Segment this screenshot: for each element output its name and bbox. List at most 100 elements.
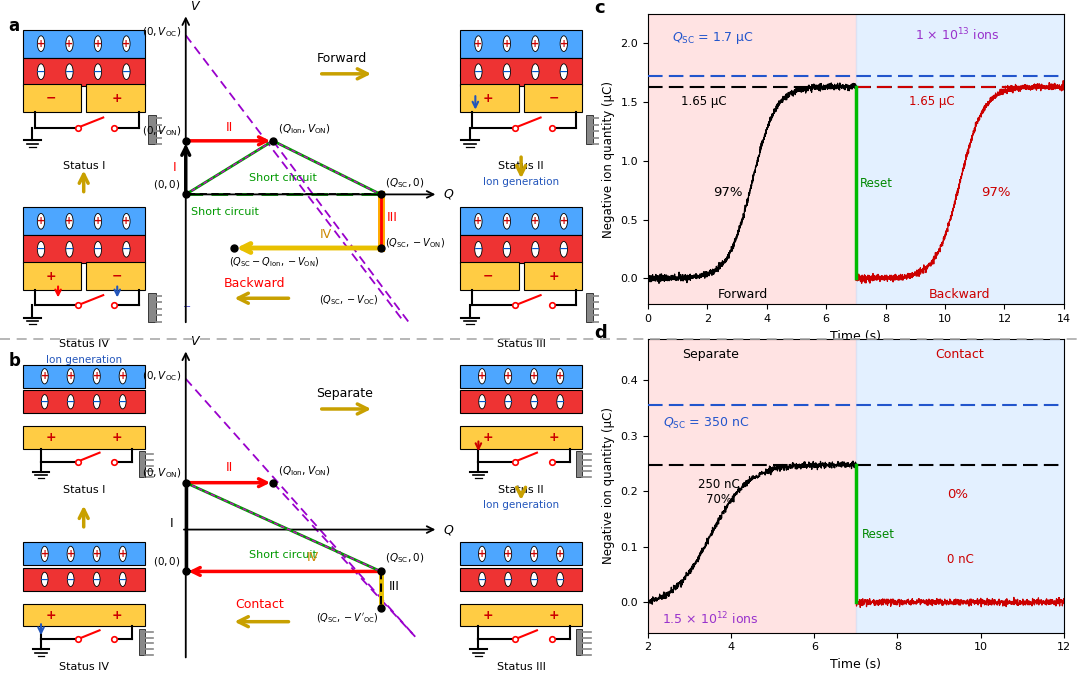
Circle shape (66, 36, 73, 51)
Text: +: + (549, 269, 559, 282)
Text: +: + (503, 38, 511, 49)
Text: $(0, 0)$: $(0, 0)$ (153, 179, 181, 192)
Text: Status I: Status I (63, 161, 105, 171)
Bar (23, 568, 145, 591)
Bar (460, 542, 582, 566)
Text: −: − (118, 397, 127, 407)
Bar (23, 603, 145, 627)
Text: $(Q_{\mathrm{SC}}, -V'_{\mathrm{OC}})$: $(Q_{\mathrm{SC}}, -V'_{\mathrm{OC}})$ (315, 612, 378, 625)
Circle shape (531, 213, 539, 229)
Bar (86, 84, 145, 112)
Text: $V$: $V$ (190, 0, 202, 13)
Circle shape (172, 295, 174, 302)
Text: −: − (529, 397, 539, 407)
Circle shape (475, 213, 482, 229)
Circle shape (41, 573, 48, 586)
Text: −: − (474, 244, 483, 254)
Bar (86, 262, 145, 290)
Bar (23, 207, 145, 235)
X-axis label: Time (s): Time (s) (831, 658, 881, 671)
Circle shape (531, 36, 539, 51)
Text: 250 nC: 250 nC (698, 478, 740, 491)
Circle shape (561, 64, 567, 79)
Bar (648, 339, 855, 633)
Circle shape (475, 64, 482, 79)
Circle shape (119, 369, 126, 384)
Text: Reset: Reset (861, 176, 893, 189)
Text: Separate: Separate (316, 387, 374, 400)
Text: Short circuit: Short circuit (191, 207, 259, 217)
Text: −: − (530, 244, 540, 254)
Text: Ion generation: Ion generation (45, 355, 122, 365)
Text: +: + (67, 371, 75, 381)
Text: 97%: 97% (714, 186, 743, 199)
Text: −: − (184, 302, 191, 312)
Circle shape (41, 395, 48, 409)
Text: −: − (37, 66, 45, 77)
Circle shape (120, 395, 126, 409)
Text: Ion generation: Ion generation (483, 500, 559, 510)
Text: −: − (92, 575, 102, 584)
Y-axis label: Negative ion quantity (μC): Negative ion quantity (μC) (602, 81, 615, 237)
Text: III: III (389, 580, 400, 593)
Bar (460, 568, 582, 591)
Text: −: − (93, 244, 103, 254)
Text: a: a (9, 17, 19, 35)
Bar (856, 339, 1064, 633)
Bar (460, 84, 518, 112)
Text: +: + (556, 549, 564, 559)
Circle shape (67, 369, 75, 384)
Bar (23, 262, 81, 290)
Circle shape (119, 547, 126, 562)
Text: +: + (37, 216, 45, 226)
Text: $(0, 0)$: $(0, 0)$ (153, 555, 181, 568)
Bar (138, 451, 145, 477)
Text: 0%: 0% (947, 488, 969, 501)
Bar (460, 365, 582, 388)
Bar (23, 235, 145, 263)
Text: +: + (531, 216, 539, 226)
Circle shape (556, 547, 564, 562)
Circle shape (530, 369, 538, 384)
Bar (648, 14, 855, 304)
Text: −: − (122, 66, 131, 77)
Circle shape (478, 395, 485, 409)
Text: +: + (119, 371, 126, 381)
Text: −: − (40, 575, 50, 584)
Text: IV: IV (320, 228, 333, 241)
Bar (460, 207, 582, 235)
Text: Status IV: Status IV (58, 662, 109, 672)
Text: II: II (226, 461, 233, 474)
Text: −: − (40, 397, 50, 407)
Y-axis label: Negative ion quantity (μC): Negative ion quantity (μC) (602, 407, 615, 564)
Circle shape (478, 573, 485, 586)
Text: +: + (94, 38, 102, 49)
Text: I: I (171, 517, 174, 530)
Text: −: − (483, 269, 494, 282)
Text: $(0, V_{\mathrm{OC}})$: $(0, V_{\mathrm{OC}})$ (141, 369, 181, 382)
Circle shape (475, 241, 482, 257)
Circle shape (531, 64, 539, 79)
Bar (460, 235, 582, 263)
Text: −: − (530, 66, 540, 77)
Text: +: + (530, 371, 538, 381)
Text: I: I (173, 161, 176, 174)
Text: −: − (555, 575, 565, 584)
Text: Short circuit: Short circuit (249, 173, 318, 183)
Circle shape (561, 241, 567, 257)
Text: −: − (92, 397, 102, 407)
Circle shape (504, 547, 512, 562)
Text: −: − (549, 92, 559, 105)
Circle shape (556, 369, 564, 384)
Text: −: − (111, 269, 122, 282)
Text: −: − (65, 66, 75, 77)
Text: +: + (93, 549, 100, 559)
Text: −: − (559, 244, 568, 254)
Circle shape (561, 213, 567, 229)
Circle shape (557, 395, 564, 409)
Circle shape (120, 573, 126, 586)
Text: Forward: Forward (718, 289, 768, 302)
X-axis label: Time (s): Time (s) (831, 330, 881, 343)
Text: $V$: $V$ (190, 335, 202, 348)
Text: +: + (556, 371, 564, 381)
